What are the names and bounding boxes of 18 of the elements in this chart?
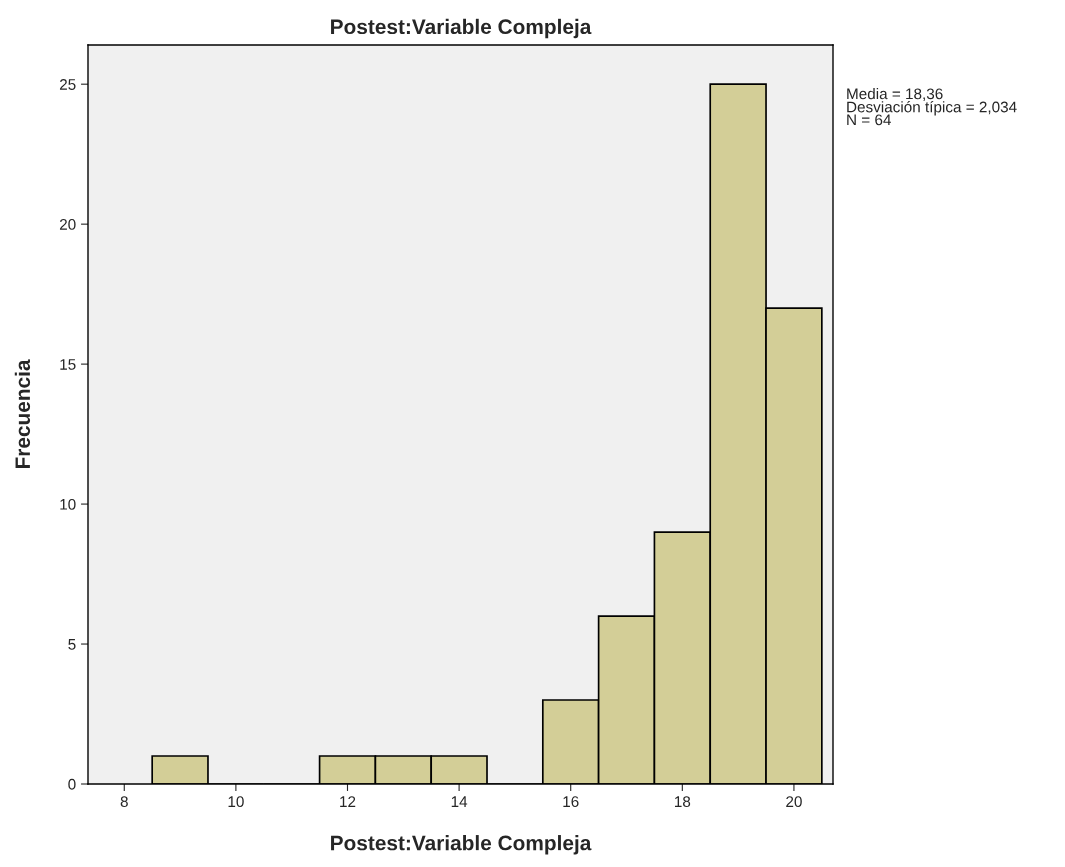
- x-tick-label: 12: [340, 796, 356, 807]
- y-tick-label: 0: [68, 778, 76, 790]
- y-axis-title: Frecuencia: [14, 359, 31, 469]
- y-tick-label: 15: [60, 359, 76, 370]
- text: N = 64: [847, 114, 891, 126]
- y-tick-label: 20: [59, 219, 76, 230]
- chart-title: Postest:Variable Compleja: [331, 18, 592, 39]
- x-tick-label: 10: [228, 796, 244, 808]
- x-tick-label: 14: [451, 796, 468, 807]
- text: Media = 18,36: [847, 88, 943, 102]
- y-tick-label: 10: [60, 498, 76, 510]
- x-tick-label: 18: [674, 796, 691, 808]
- x-axis-title: Postest:Variable Compleja: [331, 835, 592, 855]
- x-tick-label: 16: [563, 796, 579, 808]
- y-tick-label: 5: [68, 639, 76, 650]
- y-tick-label: 25: [59, 79, 76, 90]
- x-tick-label: 20: [786, 796, 802, 808]
- x-tick-label: 8: [120, 796, 128, 808]
